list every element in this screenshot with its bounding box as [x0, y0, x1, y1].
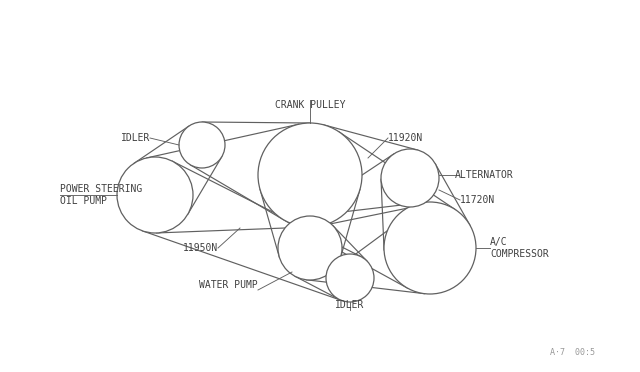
Text: A·7  00:5: A·7 00:5 — [550, 348, 595, 357]
Circle shape — [384, 202, 476, 294]
Text: ALTERNATOR: ALTERNATOR — [455, 170, 514, 180]
Circle shape — [179, 122, 225, 168]
Circle shape — [278, 216, 342, 280]
Text: 11920N: 11920N — [388, 133, 423, 143]
Text: IDLER: IDLER — [335, 300, 365, 310]
Circle shape — [326, 254, 374, 302]
Text: 11720N: 11720N — [460, 195, 495, 205]
Text: A/C
COMPRESSOR: A/C COMPRESSOR — [490, 237, 548, 259]
Circle shape — [381, 149, 439, 207]
Circle shape — [258, 123, 362, 227]
Circle shape — [117, 157, 193, 233]
Text: POWER STEERING
OIL PUMP: POWER STEERING OIL PUMP — [60, 184, 142, 206]
Text: IDLER: IDLER — [120, 133, 150, 143]
Text: 11950N: 11950N — [183, 243, 218, 253]
Text: WATER PUMP: WATER PUMP — [199, 280, 258, 290]
Text: CRANK PULLEY: CRANK PULLEY — [275, 100, 345, 110]
